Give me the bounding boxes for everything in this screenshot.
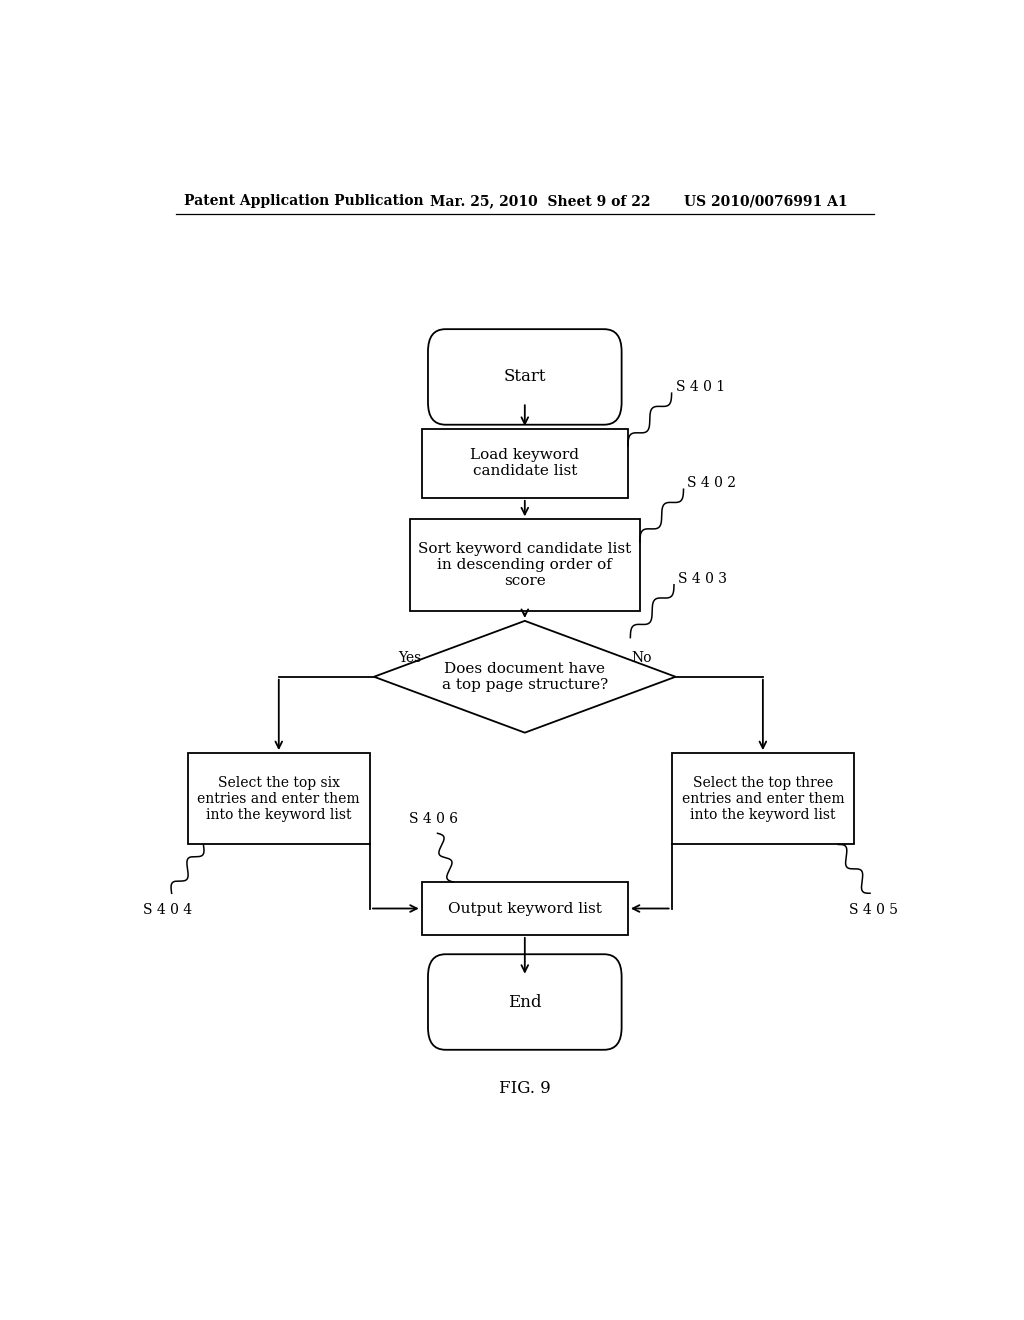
Text: S 4 0 6: S 4 0 6: [409, 812, 458, 826]
Bar: [672, 752, 854, 845]
Text: End: End: [508, 994, 542, 1011]
Text: FIG. 9: FIG. 9: [499, 1080, 551, 1097]
Text: Select the top three
entries and enter them
into the keyword list: Select the top three entries and enter t…: [682, 776, 844, 822]
Text: Patent Application Publication: Patent Application Publication: [183, 194, 423, 209]
Bar: [422, 882, 628, 935]
Text: S 4 0 3: S 4 0 3: [678, 572, 727, 586]
Text: No: No: [631, 651, 651, 664]
Text: S 4 0 2: S 4 0 2: [687, 477, 736, 490]
Bar: [187, 752, 370, 845]
Text: Does document have
a top page structure?: Does document have a top page structure?: [441, 661, 608, 692]
FancyBboxPatch shape: [428, 329, 622, 425]
Text: Yes: Yes: [397, 651, 421, 664]
Bar: [422, 429, 628, 498]
Text: Start: Start: [504, 368, 546, 385]
Text: Load keyword
candidate list: Load keyword candidate list: [470, 449, 580, 478]
Text: Mar. 25, 2010  Sheet 9 of 22: Mar. 25, 2010 Sheet 9 of 22: [430, 194, 650, 209]
Text: Sort keyword candidate list
in descending order of
score: Sort keyword candidate list in descendin…: [418, 541, 632, 589]
Text: S 4 0 4: S 4 0 4: [143, 903, 193, 917]
Text: Select the top six
entries and enter them
into the keyword list: Select the top six entries and enter the…: [198, 776, 360, 822]
Text: Output keyword list: Output keyword list: [447, 902, 602, 916]
Bar: [410, 519, 640, 611]
Polygon shape: [374, 620, 676, 733]
FancyBboxPatch shape: [428, 954, 622, 1049]
Text: S 4 0 1: S 4 0 1: [676, 380, 725, 395]
Text: S 4 0 5: S 4 0 5: [850, 903, 898, 917]
Text: US 2010/0076991 A1: US 2010/0076991 A1: [684, 194, 847, 209]
